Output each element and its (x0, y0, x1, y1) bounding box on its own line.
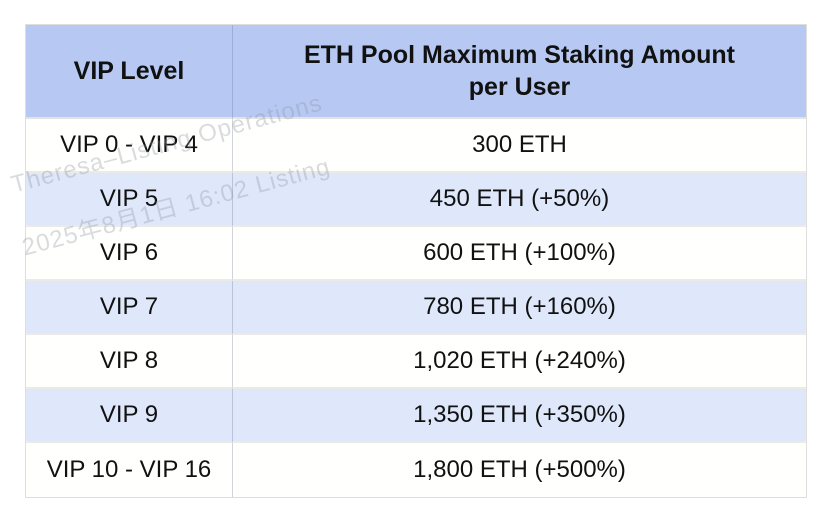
header-vip-level-label: VIP Level (73, 56, 185, 85)
table-row-level: VIP 10 - VIP 16 (26, 443, 233, 497)
table-row-amount: 1,350 ETH (+350%) (233, 389, 806, 443)
table-row-level: VIP 0 - VIP 4 (26, 119, 233, 173)
header-max-staking-amount-label: ETH Pool Maximum Staking Amount per User (303, 40, 736, 102)
table-row-amount: 1,800 ETH (+500%) (233, 443, 806, 497)
table-row-level: VIP 5 (26, 173, 233, 227)
table-row-level: VIP 6 (26, 227, 233, 281)
table-row-level: VIP 7 (26, 281, 233, 335)
table-row-amount: 1,020 ETH (+240%) (233, 335, 806, 389)
table-row-level: VIP 9 (26, 389, 233, 443)
table-row-amount: 600 ETH (+100%) (233, 227, 806, 281)
table-row-amount: 300 ETH (233, 119, 806, 173)
vip-staking-table: VIP Level ETH Pool Maximum Staking Amoun… (25, 24, 807, 498)
table-row-amount: 450 ETH (+50%) (233, 173, 806, 227)
table-row-level: VIP 8 (26, 335, 233, 389)
table-row-amount: 780 ETH (+160%) (233, 281, 806, 335)
header-max-staking-amount: ETH Pool Maximum Staking Amount per User (233, 25, 806, 119)
header-vip-level: VIP Level (26, 25, 233, 119)
